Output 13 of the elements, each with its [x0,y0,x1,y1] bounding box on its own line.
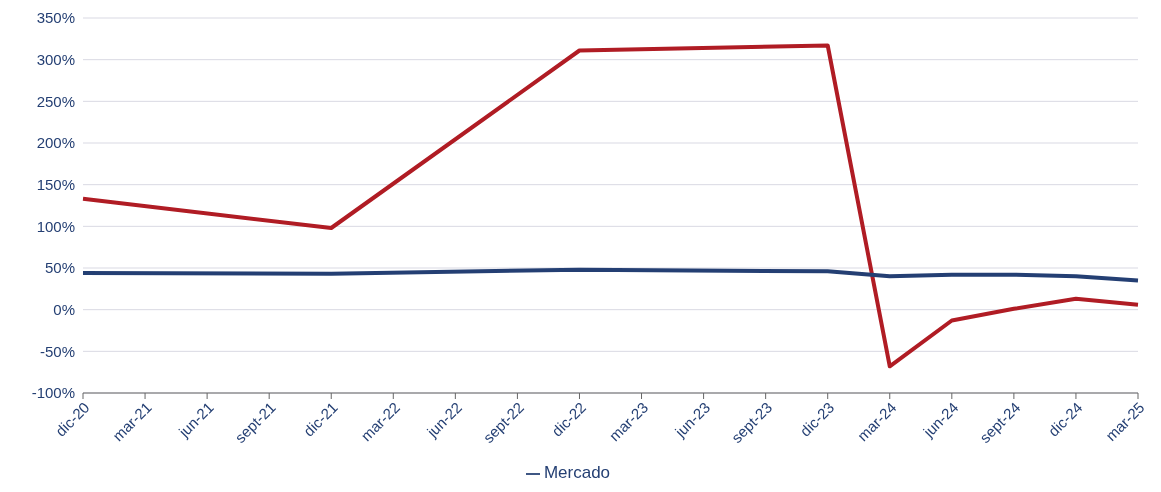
y-tick-label: 150% [36,175,75,193]
y-tick-label: 50% [44,259,75,277]
y-tick-label: 350% [36,9,75,27]
y-tick-label: 300% [36,50,75,68]
y-tick-label: -50% [39,342,75,360]
y-tick-label: 0% [53,300,75,318]
y-tick-label: -100% [31,384,75,402]
y-tick-label: 100% [36,217,75,235]
legend-label: Mercado [543,463,611,482]
line-series [81,43,1140,369]
line-series [81,267,1140,283]
y-tick-label: 250% [36,92,75,110]
y-tick-label: 200% [36,134,75,152]
